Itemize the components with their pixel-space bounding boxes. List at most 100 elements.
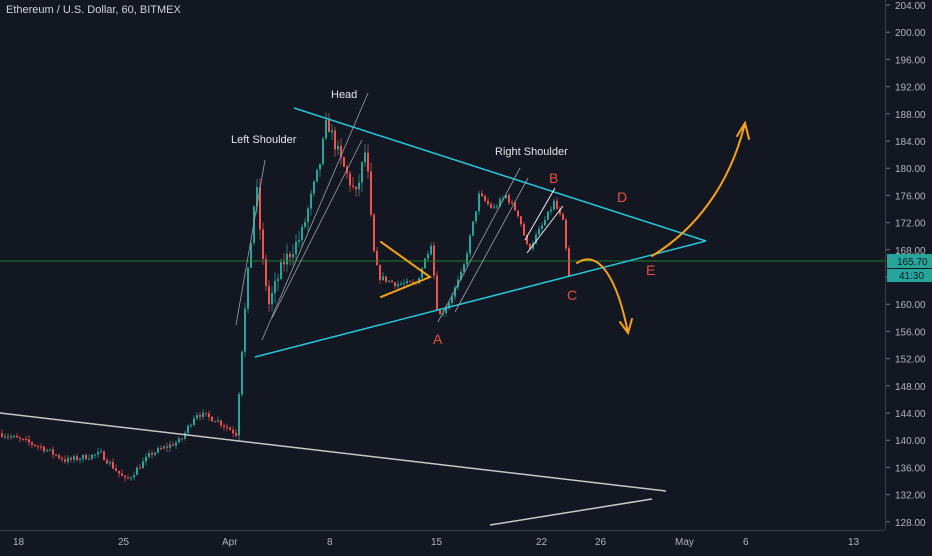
- candle-down: [283, 262, 285, 265]
- candle-down: [181, 438, 183, 440]
- candle-up: [79, 458, 81, 460]
- candle-up: [427, 254, 429, 259]
- channel-lines: [235, 92, 529, 341]
- candle-down: [349, 173, 351, 186]
- candle-up: [133, 475, 135, 478]
- candle-down: [16, 435, 18, 438]
- candle-down: [490, 203, 492, 208]
- candle-up: [196, 414, 198, 419]
- time-tick-label: 13: [848, 537, 860, 548]
- candle-up: [178, 438, 180, 443]
- time-axis[interactable]: 18 25 Apr 8 15 22 26 May 6 13: [0, 530, 885, 551]
- candle-down: [268, 286, 270, 305]
- candle-down: [334, 130, 336, 150]
- candle-down: [106, 460, 108, 464]
- candle-down: [562, 213, 564, 220]
- candle-up: [388, 280, 390, 282]
- candle-down: [484, 196, 486, 201]
- candles: [1, 112, 570, 482]
- candle-up: [538, 228, 540, 235]
- candle-up: [544, 220, 546, 226]
- candle-down: [409, 280, 411, 282]
- last-price-badge: [887, 254, 932, 268]
- candle-down: [487, 200, 489, 204]
- candle-down: [265, 258, 267, 287]
- candle-up: [358, 182, 360, 190]
- candle-up: [109, 462, 111, 464]
- candle-down: [121, 473, 123, 476]
- candle-up: [247, 267, 249, 309]
- candle-down: [289, 253, 291, 258]
- candle-down: [205, 412, 207, 414]
- candle-down: [76, 456, 78, 460]
- candle-up: [88, 458, 90, 460]
- candle-up: [478, 193, 480, 212]
- price-tick-label: 136.00: [895, 463, 926, 474]
- candle-down: [61, 458, 63, 460]
- candle-down: [343, 157, 345, 167]
- candle-down: [439, 310, 441, 315]
- candle-up: [304, 222, 306, 227]
- symbol-title[interactable]: Ethereum / U.S. Dollar, 60, BITMEX: [6, 4, 181, 16]
- price-tick-label: 180.00: [895, 164, 926, 175]
- candle-up: [469, 235, 471, 254]
- long-downtrend-line: [0, 412, 667, 492]
- candle-down: [25, 438, 27, 440]
- price-tick-label: 152.00: [895, 355, 926, 366]
- candle-up: [175, 442, 177, 446]
- time-tick-label: 18: [13, 537, 25, 548]
- price-axis[interactable]: 204.00 200.00 196.00 192.00 188.00 184.00 180.…: [885, 0, 932, 530]
- candle-up: [244, 308, 246, 352]
- candle-down: [259, 187, 261, 230]
- candle-down: [208, 413, 210, 417]
- candle-up: [364, 152, 366, 163]
- candle-down: [28, 439, 30, 443]
- bear-flag-lines: [524, 187, 564, 254]
- candle-up: [13, 435, 15, 437]
- candle-up: [445, 308, 447, 314]
- candle-down: [172, 444, 174, 446]
- candle-up: [541, 225, 543, 229]
- candle-up: [94, 454, 96, 456]
- candle-up: [274, 280, 276, 293]
- candle-up: [256, 187, 258, 207]
- candle-down: [376, 251, 378, 266]
- candle-up: [82, 454, 84, 459]
- candle-down: [520, 216, 522, 225]
- candle-up: [217, 420, 219, 422]
- candle-up: [130, 477, 132, 479]
- candle-up: [145, 456, 147, 462]
- candle-up: [10, 436, 12, 438]
- candle-up: [448, 303, 450, 309]
- candle-down: [412, 281, 414, 283]
- candle-up: [382, 276, 384, 280]
- candle-down: [568, 248, 570, 276]
- time-tick-label: Apr: [222, 537, 238, 548]
- candle-down: [58, 455, 60, 459]
- candle-down: [373, 214, 375, 252]
- candle-down: [214, 421, 216, 423]
- candle-up: [547, 211, 549, 221]
- candle-up: [553, 200, 555, 210]
- candle-up: [496, 206, 498, 208]
- candle-up: [397, 283, 399, 287]
- candle-up: [241, 351, 243, 395]
- candle-up: [319, 163, 321, 170]
- candle-up: [403, 283, 405, 285]
- candle-up: [454, 287, 456, 297]
- candle-down: [367, 152, 369, 172]
- candle-down: [19, 437, 21, 439]
- candle-down: [328, 119, 330, 133]
- candle-down: [40, 446, 42, 448]
- candle-up: [148, 453, 150, 457]
- candle-up: [286, 253, 288, 265]
- price-tick-label: 156.00: [895, 327, 926, 338]
- candle-up: [136, 467, 138, 476]
- time-tick-labels: 18 25 Apr 8 15 22 26 May 6 13: [13, 537, 860, 548]
- candle-down: [151, 453, 153, 455]
- candle-down: [139, 467, 141, 469]
- candle-down: [55, 454, 57, 456]
- candle-down: [160, 448, 162, 450]
- candle-down: [166, 446, 168, 448]
